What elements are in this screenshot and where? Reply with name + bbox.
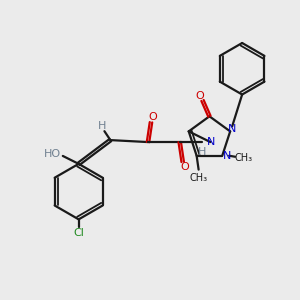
Text: H: H xyxy=(98,121,106,131)
Text: O: O xyxy=(195,91,204,100)
Text: N: N xyxy=(206,137,215,147)
Text: N: N xyxy=(228,124,236,134)
Text: HO: HO xyxy=(44,149,62,159)
Text: Cl: Cl xyxy=(73,228,84,238)
Text: CH₃: CH₃ xyxy=(235,153,253,163)
Text: O: O xyxy=(180,162,189,172)
Text: CH₃: CH₃ xyxy=(190,172,208,182)
Text: N: N xyxy=(223,151,231,161)
Text: H: H xyxy=(198,147,207,157)
Text: O: O xyxy=(148,112,157,122)
